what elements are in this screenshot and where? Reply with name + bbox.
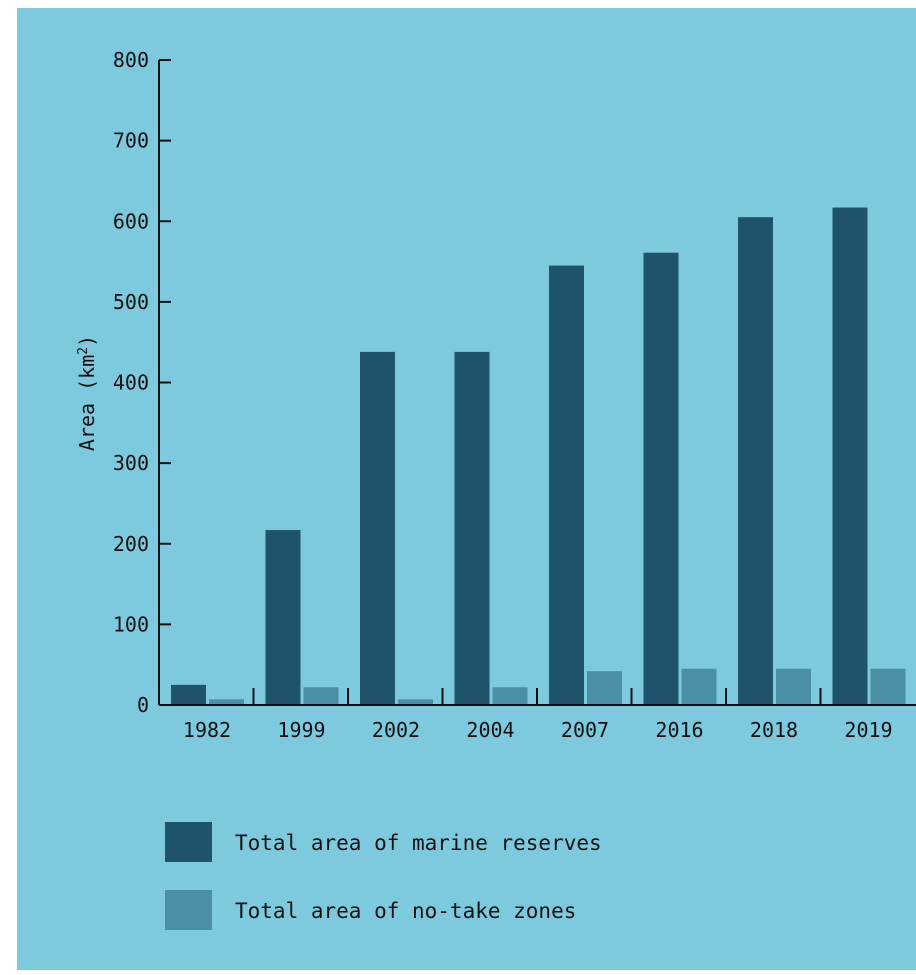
x-tick-label: 2002 (372, 718, 420, 742)
y-tick-label: 600 (113, 209, 149, 233)
y-tick-label: 400 (113, 371, 149, 395)
legend-label: Total area of marine reserves (235, 831, 602, 855)
y-axis-label-close: ) (75, 335, 99, 347)
bar (171, 684, 206, 705)
bar (587, 671, 622, 705)
x-tick-label: 2007 (561, 718, 609, 742)
legend-label: Total area of no-take zones (235, 899, 576, 923)
bar (832, 207, 868, 705)
y-axis-label: Area (km2) (75, 335, 99, 451)
bar (492, 687, 528, 705)
bar (303, 687, 339, 705)
bar (265, 530, 301, 705)
bar (549, 265, 584, 705)
bar (209, 699, 244, 705)
legend-swatch (165, 890, 212, 930)
y-tick-label: 200 (113, 532, 149, 556)
bar (738, 217, 773, 705)
bar (681, 668, 717, 705)
y-axis-label-main: Area (km (75, 355, 99, 451)
y-tick-label: 700 (113, 129, 149, 153)
y-tick-label: 0 (137, 693, 149, 717)
y-tick-label: 500 (113, 290, 149, 314)
legend-swatch (165, 822, 212, 862)
legend: Total area of marine reserves Total area … (165, 822, 602, 930)
bar (360, 351, 395, 705)
x-tick-label: 1982 (183, 718, 231, 742)
bar (398, 699, 433, 705)
bar-chart: 0 100 200 300 400 500 600 700 800 1982 1999 2002 200… (75, 48, 916, 930)
x-tick-label: 2018 (750, 718, 798, 742)
x-tick-label: 1999 (277, 718, 325, 742)
bar (870, 668, 906, 705)
bar (454, 351, 490, 705)
bar (643, 252, 679, 705)
bar (776, 668, 811, 705)
y-tick-label: 800 (113, 48, 149, 72)
y-tick-label: 300 (113, 451, 149, 475)
chart-panel: 0 100 200 300 400 500 600 700 800 1982 1999 2002 200… (17, 8, 916, 970)
x-tick-label: 2016 (655, 718, 703, 742)
y-tick-label: 100 (113, 612, 149, 636)
x-tick-label: 2019 (844, 718, 892, 742)
y-axis-label-superscript: 2 (76, 347, 91, 355)
plot-area: 0 100 200 300 400 500 600 700 800 1982 1999 2002 200… (113, 48, 916, 742)
x-tick-label: 2004 (466, 718, 514, 742)
